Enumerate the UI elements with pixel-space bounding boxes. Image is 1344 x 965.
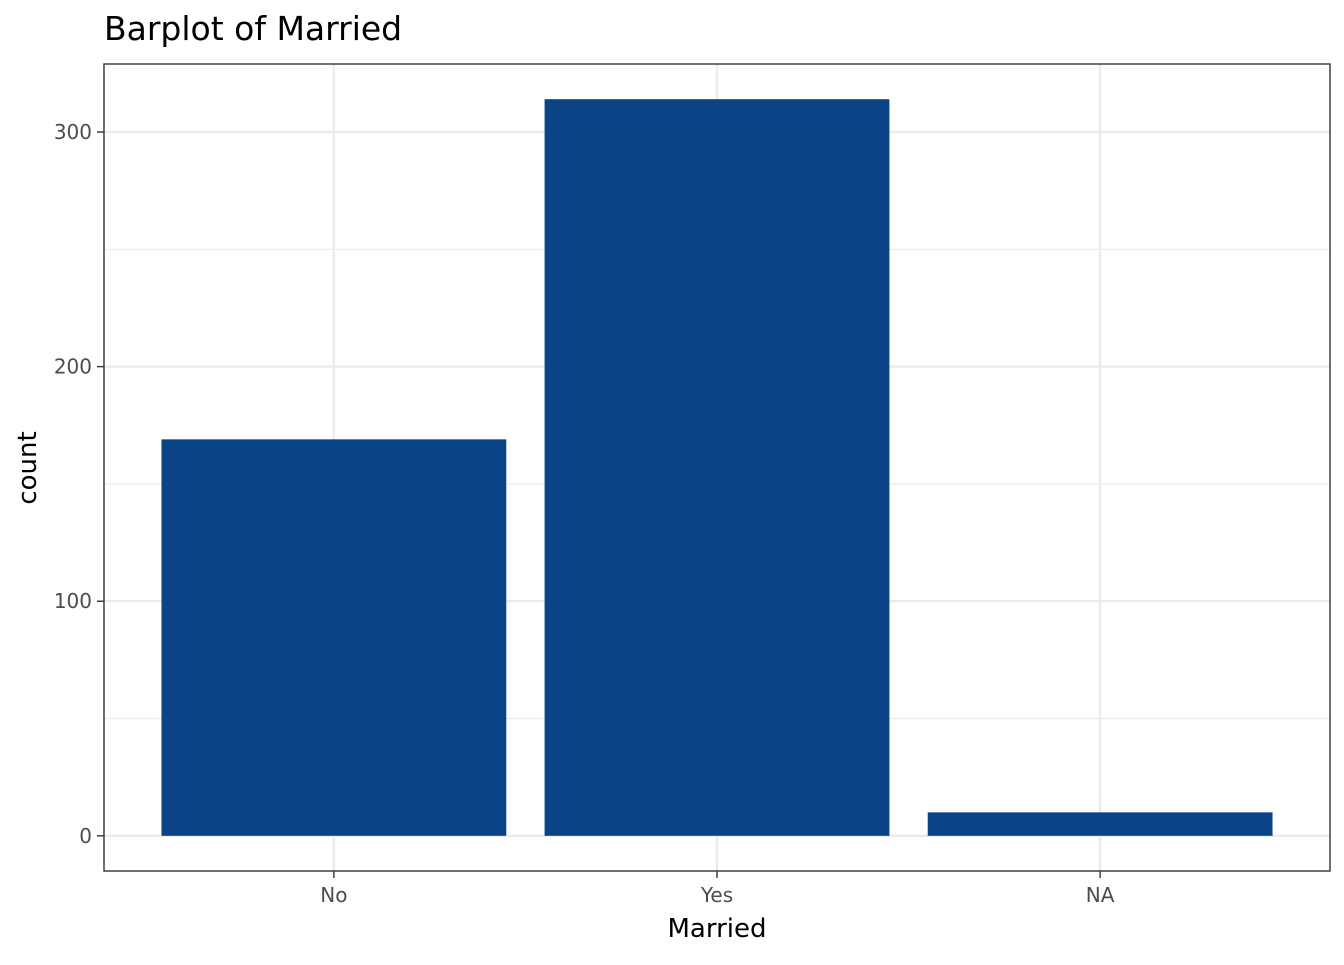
x-tick-label: Yes [700,883,733,907]
y-tick-label: 300 [54,120,92,144]
bar-yes [544,99,890,836]
y-tick-label: 200 [54,355,92,379]
x-axis: No Yes NA [320,871,1115,907]
bar-no [161,439,507,836]
x-tick-label: No [320,883,347,907]
y-axis: 0 100 200 300 [54,120,104,848]
bar-na [927,812,1273,836]
x-axis-title: Married [667,914,766,944]
x-tick-label: NA [1086,883,1115,907]
y-tick-label: 100 [54,589,92,613]
y-axis-title: count [13,431,43,504]
y-tick-label: 0 [79,824,92,848]
chart-title: Barplot of Married [104,9,402,48]
bars-layer [161,99,1273,836]
